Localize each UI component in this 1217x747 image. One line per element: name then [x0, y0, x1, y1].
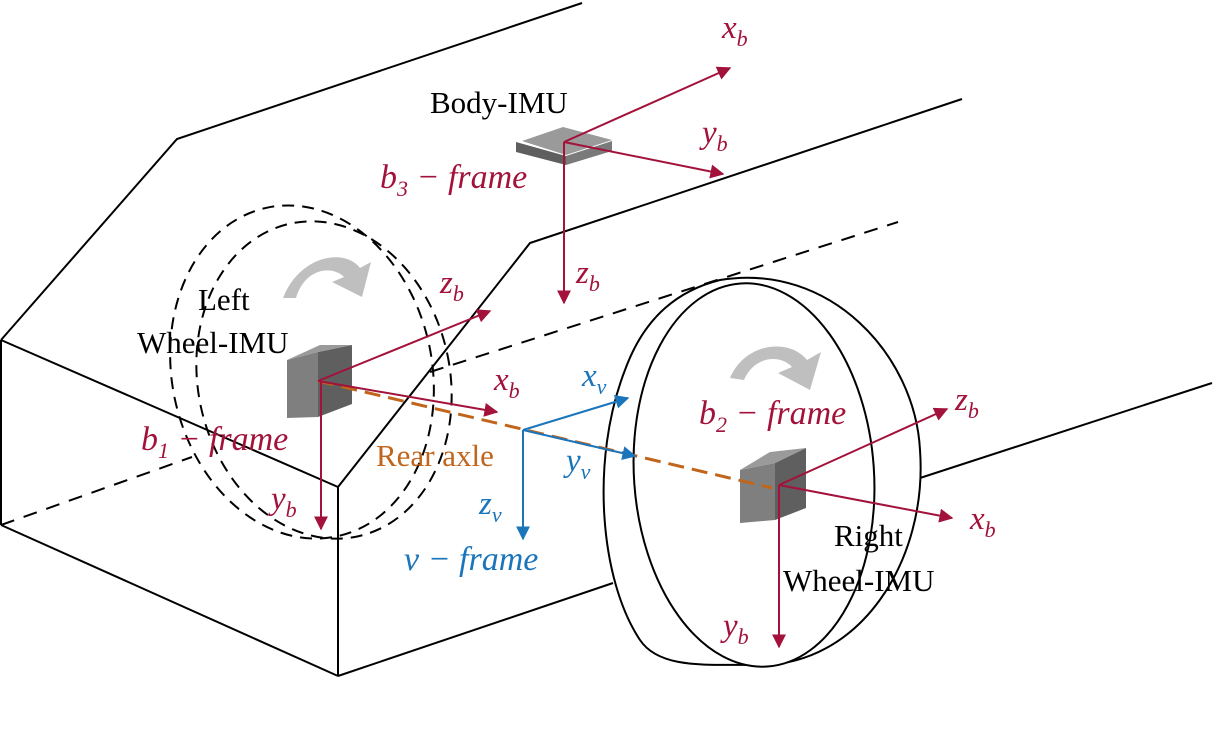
bottom-left-edge — [0, 524, 339, 677]
right-imu-box — [740, 448, 806, 523]
right-x-axis — [778, 484, 954, 523]
left-z-axis — [317, 309, 492, 382]
right-z-label: zb — [954, 382, 979, 423]
left-rotation-arrow — [283, 257, 371, 298]
vehicle-y-axis — [522, 429, 637, 460]
rear-axle-label: Rear axle — [376, 438, 494, 473]
imu-box-side-right — [566, 141, 612, 165]
body-imu-label: Body-IMU — [430, 85, 568, 120]
left-wheel-imu-label-line2: Wheel-IMU — [137, 325, 289, 360]
body-z-label: zb — [575, 255, 600, 296]
imu-box-top — [740, 448, 806, 470]
right-rotation-arrow — [730, 346, 821, 390]
vehicle-z-label: zv — [478, 486, 502, 527]
imu-box-front — [740, 463, 775, 523]
b3-frame-label: b3 − frame — [380, 159, 527, 201]
right-wheel-imu-label-line2: Wheel-IMU — [783, 563, 935, 598]
right-x-label: xb — [969, 501, 996, 542]
vehicle-x-label: xv — [581, 358, 607, 399]
right-z-axis — [778, 407, 949, 486]
vehicle-x-axis — [522, 394, 630, 431]
left-x-label: xb — [493, 362, 520, 403]
rear-bottom-edge — [919, 382, 1213, 479]
rear-axle-line — [317, 379, 773, 490]
imu-box-side — [516, 142, 566, 165]
body-top-edge — [337, 98, 963, 488]
hidden-bottom-line — [0, 456, 193, 526]
right-wheel-imu-label-line1: Right — [834, 518, 903, 553]
imu-box-right — [318, 345, 352, 417]
vehicle-y-label: yv — [563, 443, 591, 484]
body-x-label: xb — [721, 10, 748, 51]
imu-box-right — [775, 448, 806, 520]
hidden-lines — [0, 221, 899, 526]
left-wheel-imu-label-line1: Left — [198, 282, 250, 317]
left-front-edge — [0, 339, 339, 488]
v-frame-label: v − frame — [404, 541, 538, 578]
curved-arrow-icon — [730, 346, 821, 390]
right-y-label: yb — [720, 608, 749, 649]
b2-frame-label: b2 − frame — [699, 395, 846, 437]
left-x-axis — [317, 380, 499, 417]
b1-frame-label: b1 − frame — [141, 421, 288, 463]
curved-arrow-icon — [283, 257, 371, 298]
hidden-top-line — [429, 221, 899, 373]
left-imu-axes — [314, 309, 499, 531]
hood-line — [0, 2, 583, 341]
imu-box-front — [287, 352, 318, 418]
left-wheel-inner — [195, 220, 453, 540]
body-y-axis — [563, 141, 725, 179]
body-x-axis — [563, 66, 732, 143]
body-imu-axes — [557, 66, 732, 305]
left-imu-box — [287, 345, 352, 418]
bottom-front-edge — [337, 582, 614, 677]
imu-box-top — [287, 345, 352, 360]
right-imu-axes — [772, 407, 954, 649]
left-z-label: zb — [439, 265, 464, 306]
vehicle-body-outline — [0, 2, 1213, 677]
left-y-label: yb — [268, 481, 297, 522]
vehicle-frame-axes — [516, 394, 637, 541]
body-y-label: yb — [699, 115, 728, 156]
